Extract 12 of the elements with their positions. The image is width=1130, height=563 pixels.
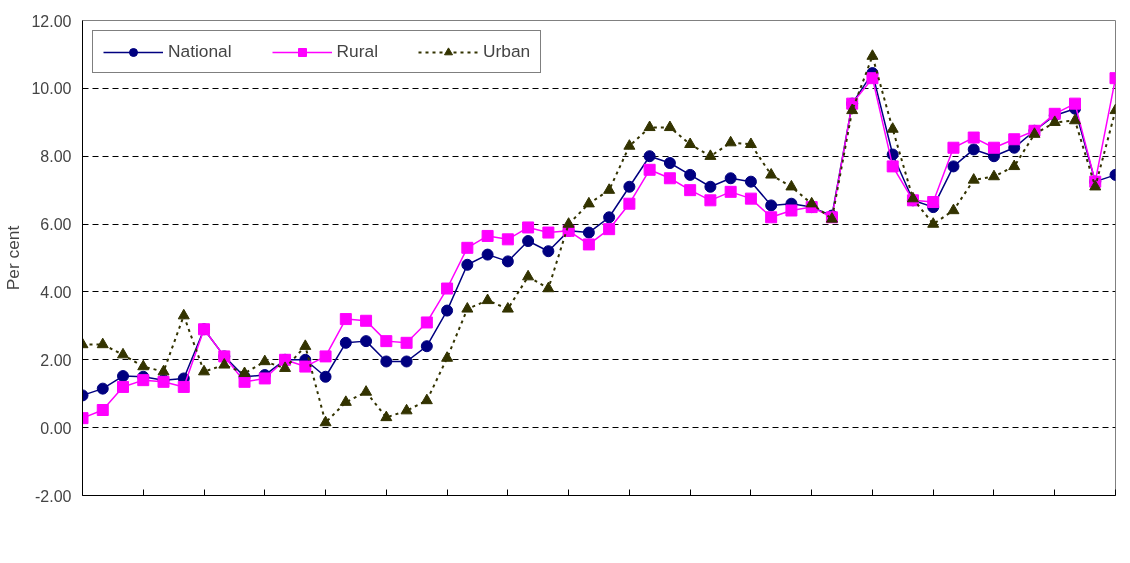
y-tick-label: 6.00 <box>40 216 72 234</box>
y-tick-label: 12.00 <box>31 12 72 30</box>
y-tick-label: 4.00 <box>40 283 72 301</box>
y-tick-label: 2.00 <box>40 351 72 369</box>
legend-label: Rural <box>336 41 378 62</box>
y-tick-label: 10.00 <box>31 80 72 98</box>
legend-label: National <box>168 41 232 62</box>
y-tick-label: 0.00 <box>40 419 72 437</box>
legend-label: Urban <box>483 41 531 62</box>
y-tick-label: -2.00 <box>35 487 72 505</box>
y-axis-title: Per cent <box>3 225 24 291</box>
y-tick-label: 8.00 <box>40 148 72 166</box>
